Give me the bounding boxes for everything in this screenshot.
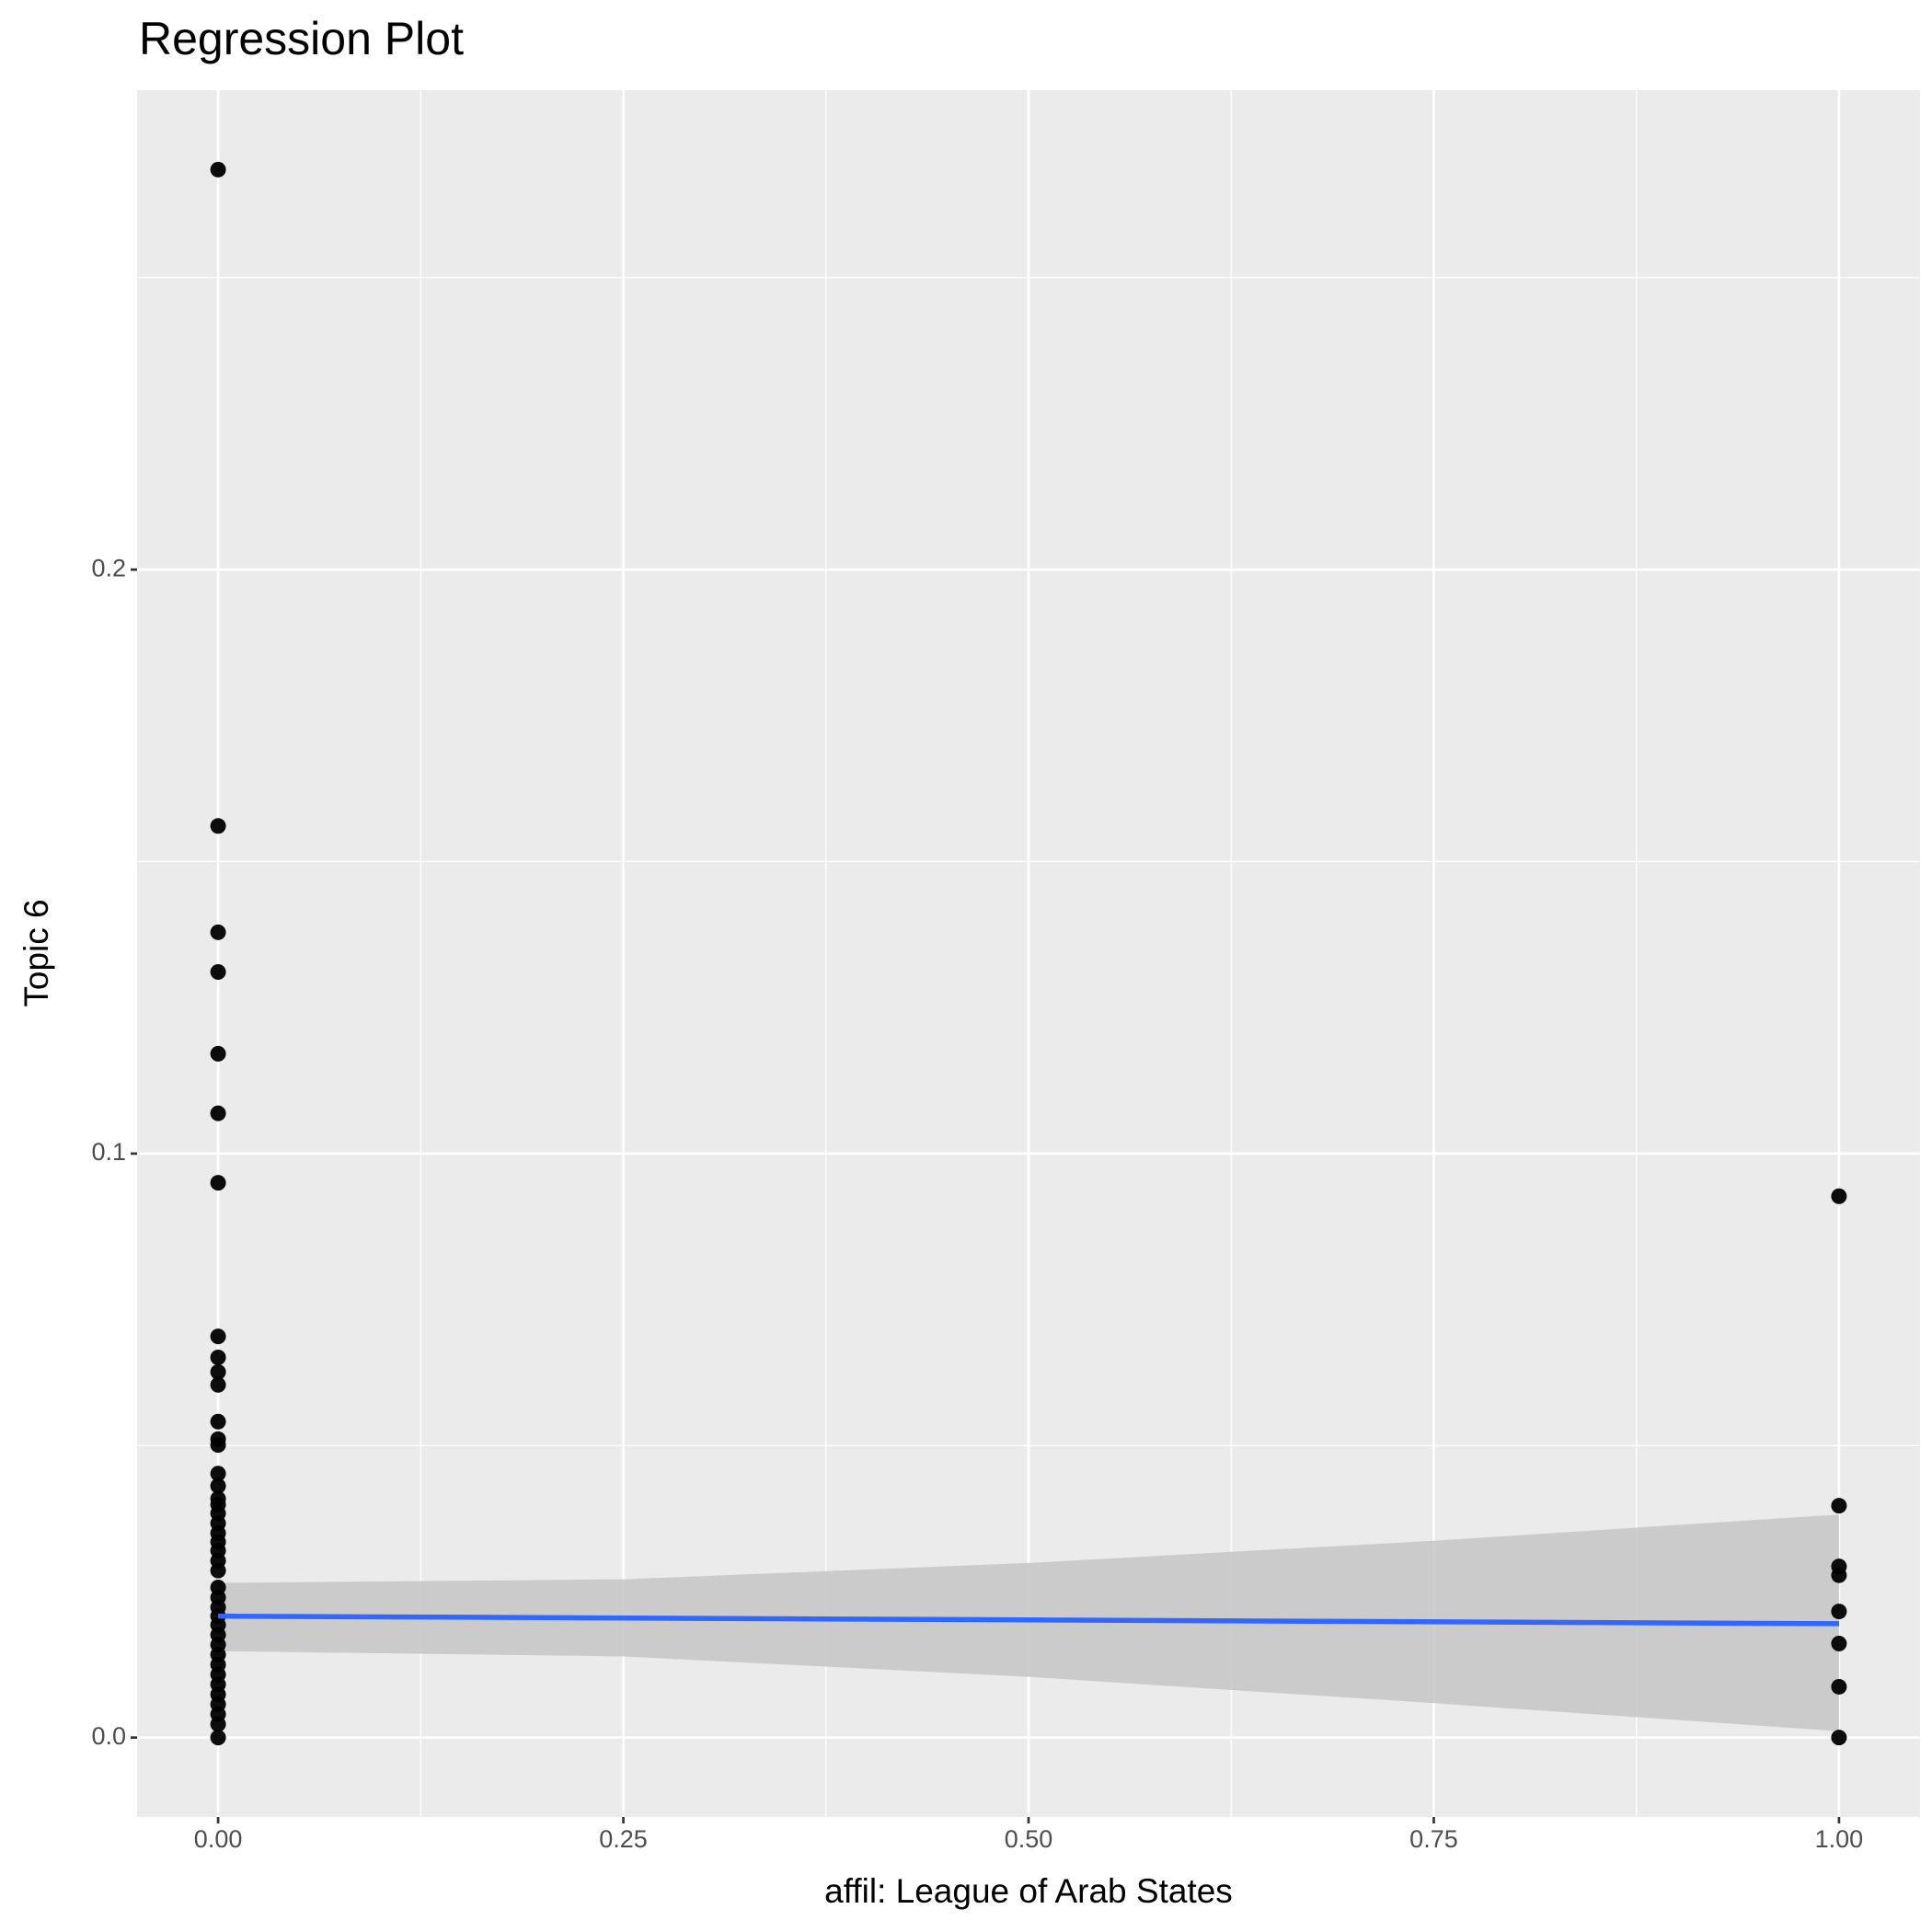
point	[210, 818, 226, 834]
grid	[137, 90, 1920, 1817]
point	[210, 1562, 226, 1579]
point	[210, 1045, 226, 1062]
point	[1831, 1730, 1847, 1746]
x-tick-label: 1.00	[1815, 1825, 1864, 1853]
x-tick-label: 0.50	[1005, 1825, 1053, 1853]
confidence-band	[218, 1514, 1839, 1731]
point	[210, 1105, 226, 1121]
point	[1831, 1188, 1847, 1204]
y-axis-label: Topic 6	[17, 899, 55, 1006]
point	[210, 1328, 226, 1345]
x-tick-label: 0.25	[599, 1825, 648, 1853]
point	[1831, 1498, 1847, 1514]
point	[210, 963, 226, 980]
point	[1831, 1604, 1847, 1620]
point	[210, 1437, 226, 1454]
point	[210, 924, 226, 940]
point	[210, 1466, 226, 1482]
point	[210, 1730, 226, 1746]
point	[1831, 1567, 1847, 1583]
chart-title: Regression Plot	[139, 13, 464, 64]
point	[210, 1716, 226, 1732]
point	[210, 1413, 226, 1430]
point	[1831, 1678, 1847, 1695]
y-tick-label: 0.0	[91, 1722, 126, 1750]
y-tick-label: 0.2	[91, 554, 126, 581]
point	[210, 1175, 226, 1191]
point	[210, 1478, 226, 1494]
point	[210, 1376, 226, 1393]
point	[210, 1363, 226, 1380]
y-tick-label: 0.1	[91, 1138, 126, 1166]
marks	[210, 161, 1847, 1746]
x-axis-label: affil: League of Arab States	[824, 1872, 1233, 1910]
x-tick-label: 0.00	[194, 1825, 243, 1853]
x-tick-label: 0.75	[1409, 1825, 1458, 1853]
point	[210, 161, 226, 178]
point	[1831, 1635, 1847, 1651]
point	[210, 1349, 226, 1365]
regression-line	[218, 1613, 1839, 1627]
